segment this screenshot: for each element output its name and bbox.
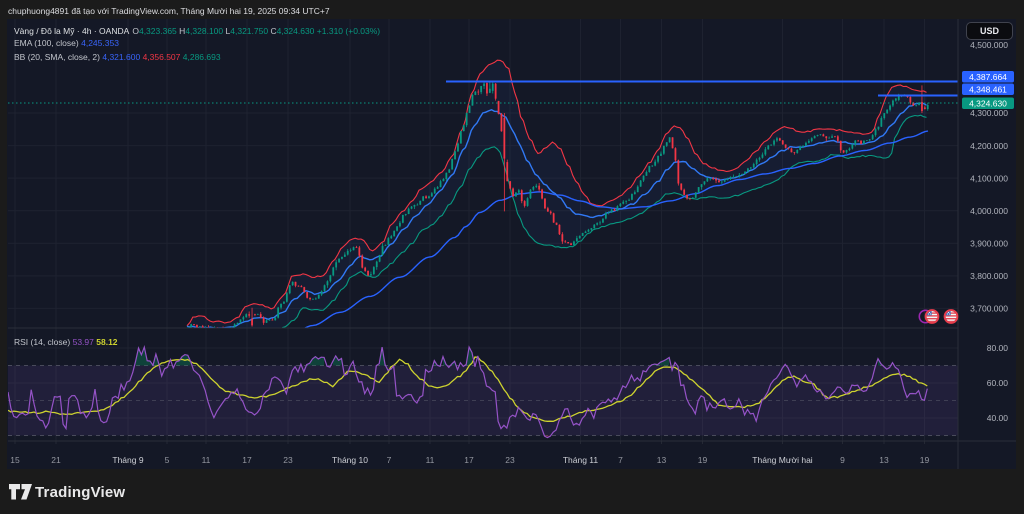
svg-text:17: 17 xyxy=(464,455,474,465)
svg-text:13: 13 xyxy=(657,455,667,465)
svg-text:11: 11 xyxy=(426,455,435,465)
svg-text:4,100.000: 4,100.000 xyxy=(970,173,1008,183)
svg-text:19: 19 xyxy=(698,455,708,465)
svg-text:7: 7 xyxy=(387,455,392,465)
svg-text:80.00: 80.00 xyxy=(987,343,1009,353)
svg-text:3,800.000: 3,800.000 xyxy=(970,271,1008,281)
svg-text:3,700.000: 3,700.000 xyxy=(970,304,1008,314)
svg-text:4,200.000: 4,200.000 xyxy=(970,141,1008,151)
svg-text:4,387.664: 4,387.664 xyxy=(969,72,1007,82)
svg-text:23: 23 xyxy=(505,455,515,465)
svg-text:9: 9 xyxy=(840,455,845,465)
svg-text:3,900.000: 3,900.000 xyxy=(970,239,1008,249)
svg-text:4,324.630: 4,324.630 xyxy=(969,98,1007,108)
svg-text:17: 17 xyxy=(242,455,252,465)
svg-text:Tháng Mười hai: Tháng Mười hai xyxy=(752,455,813,465)
svg-text:40.00: 40.00 xyxy=(987,413,1009,423)
svg-text:13: 13 xyxy=(879,455,889,465)
svg-text:7: 7 xyxy=(618,455,623,465)
svg-text:60.00: 60.00 xyxy=(987,378,1009,388)
svg-text:4,300.000: 4,300.000 xyxy=(970,108,1008,118)
svg-text:Tháng 9: Tháng 9 xyxy=(112,455,143,465)
svg-text:11: 11 xyxy=(202,455,211,465)
svg-text:4,500.000: 4,500.000 xyxy=(970,40,1008,50)
svg-text:4,348.461: 4,348.461 xyxy=(969,84,1007,94)
svg-text:19: 19 xyxy=(920,455,930,465)
svg-text:5: 5 xyxy=(165,455,170,465)
svg-text:4,000.000: 4,000.000 xyxy=(970,206,1008,216)
svg-text:Tháng 11: Tháng 11 xyxy=(563,455,599,465)
svg-text:21: 21 xyxy=(51,455,61,465)
svg-text:15: 15 xyxy=(10,455,20,465)
svg-text:23: 23 xyxy=(283,455,293,465)
svg-text:Tháng 10: Tháng 10 xyxy=(332,455,368,465)
